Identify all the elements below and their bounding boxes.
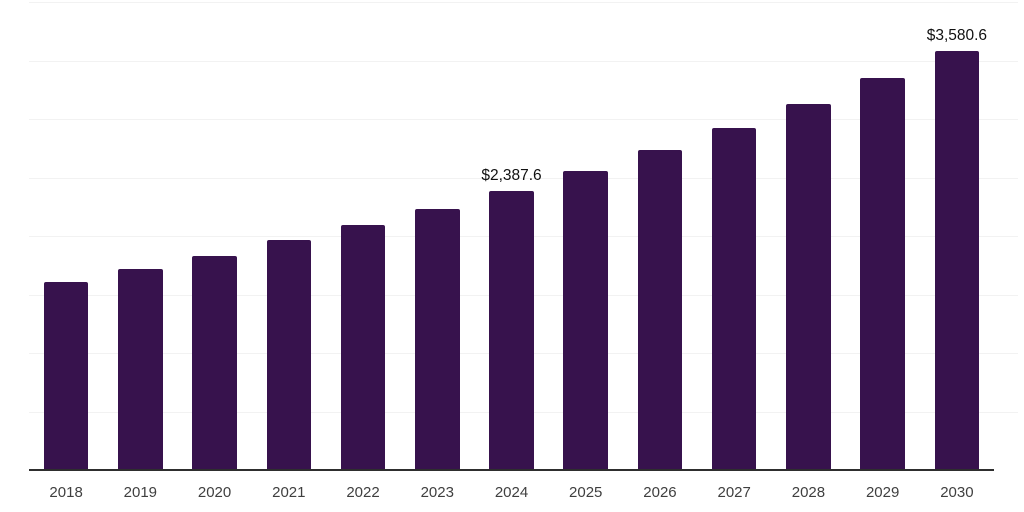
x-tick-2023: 2023 bbox=[420, 484, 454, 501]
x-tick-2018: 2018 bbox=[49, 484, 83, 501]
bar-2022 bbox=[340, 225, 386, 470]
gridline-4000 bbox=[29, 2, 1018, 3]
bar-2023 bbox=[415, 209, 460, 470]
bar-2021 bbox=[266, 240, 312, 470]
x-tick-2019: 2019 bbox=[123, 484, 158, 501]
bar-2024 bbox=[489, 190, 534, 470]
gridline-2500 bbox=[29, 177, 1018, 179]
bar-2029 bbox=[860, 78, 905, 470]
x-tick-2021: 2021 bbox=[272, 484, 306, 501]
x-tick-2030: 2030 bbox=[940, 484, 974, 501]
x-tick-2024: 2024 bbox=[494, 484, 529, 501]
data-label-2030: $3,580.6 bbox=[926, 27, 988, 45]
x-tick-2027: 2027 bbox=[717, 484, 751, 501]
bar-2019 bbox=[118, 268, 163, 470]
x-axis-line bbox=[29, 469, 994, 471]
x-tick-2026: 2026 bbox=[643, 484, 677, 501]
x-tick-2022: 2022 bbox=[346, 484, 380, 501]
bar-2030 bbox=[934, 51, 980, 470]
x-tick-2029: 2029 bbox=[865, 484, 900, 501]
bar-2020 bbox=[192, 255, 237, 470]
bar-2025 bbox=[563, 171, 608, 470]
gridline-3500 bbox=[29, 60, 1018, 62]
x-tick-2028: 2028 bbox=[791, 484, 826, 501]
x-tick-2020: 2020 bbox=[197, 484, 232, 501]
data-label-2024: $2,387.6 bbox=[481, 166, 542, 184]
x-tick-2025: 2025 bbox=[569, 484, 603, 501]
bar-2026 bbox=[637, 150, 683, 470]
bar-2028 bbox=[786, 103, 831, 470]
gridline-3000 bbox=[29, 119, 1018, 120]
bar-2018 bbox=[43, 281, 89, 470]
bar-2027 bbox=[711, 127, 757, 470]
